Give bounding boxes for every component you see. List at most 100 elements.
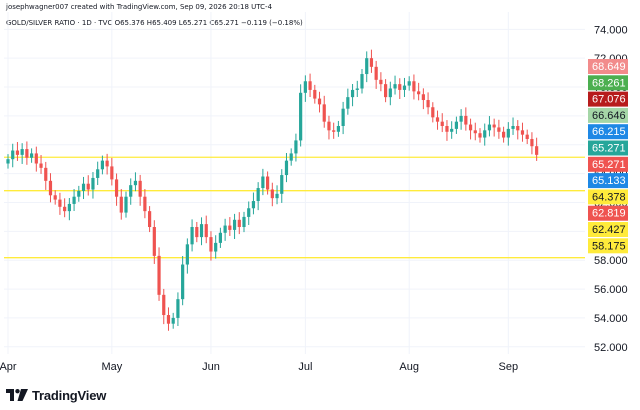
candle-body[interactable] [388, 88, 392, 98]
candle-body[interactable] [346, 97, 350, 109]
candle-body[interactable] [232, 219, 237, 230]
candle-body[interactable] [332, 130, 336, 132]
candle-body[interactable] [138, 180, 142, 197]
candle-body[interactable] [450, 128, 454, 132]
candle-body[interactable] [336, 126, 340, 132]
candle-body[interactable] [261, 176, 265, 189]
candle-body[interactable] [516, 126, 520, 131]
symbol-title[interactable]: GOLD/SILVER RATIO · 1D · TVC [6, 19, 113, 27]
price-label-box[interactable] [588, 124, 628, 140]
candle-body[interactable] [365, 58, 369, 75]
candle-body[interactable] [478, 133, 482, 138]
candle-body[interactable] [502, 131, 506, 138]
candle-body[interactable] [266, 176, 270, 190]
candle-body[interactable] [468, 124, 473, 131]
candle-body[interactable] [440, 121, 444, 126]
candle-body[interactable] [322, 104, 326, 122]
candle-body[interactable] [199, 224, 204, 238]
candle-body[interactable] [327, 121, 331, 131]
candle-body[interactable] [435, 117, 440, 122]
candle-body[interactable] [483, 130, 487, 138]
candle-body[interactable] [303, 81, 307, 93]
candle-body[interactable] [171, 317, 175, 324]
candle-body[interactable] [30, 153, 34, 158]
candle-body[interactable] [445, 126, 449, 132]
candle-body[interactable] [214, 242, 218, 252]
price-label-box[interactable] [588, 91, 628, 107]
candle-body[interactable] [228, 225, 232, 230]
candle-body[interactable] [426, 100, 430, 108]
candle-body[interactable] [384, 84, 388, 98]
candle-body[interactable] [398, 84, 402, 90]
candle-body[interactable] [48, 180, 53, 196]
candle-body[interactable] [341, 108, 345, 126]
candle-body[interactable] [289, 153, 293, 161]
candle-body[interactable] [223, 225, 227, 233]
candle-body[interactable] [393, 84, 397, 89]
price-label-box[interactable] [588, 173, 628, 189]
candle-body[interactable] [15, 150, 20, 155]
candle-body[interactable] [124, 196, 128, 213]
price-label-box[interactable] [588, 59, 628, 74]
candle-body[interactable] [181, 264, 185, 300]
candle-body[interactable] [96, 169, 100, 178]
candle-body[interactable] [421, 94, 425, 101]
candle-body[interactable] [454, 121, 458, 129]
price-label-box[interactable] [588, 189, 628, 205]
candle-body[interactable] [360, 74, 364, 89]
candle-body[interactable] [520, 130, 525, 135]
candle-body[interactable] [299, 92, 303, 141]
candle-body[interactable] [270, 189, 274, 199]
candle-body[interactable] [280, 175, 284, 194]
candle-body[interactable] [166, 315, 171, 324]
candle-body[interactable] [185, 244, 189, 265]
candle-body[interactable] [176, 299, 180, 318]
candle-body[interactable] [110, 166, 114, 180]
candle-body[interactable] [152, 227, 156, 256]
candle-body[interactable] [275, 193, 279, 199]
candle-body[interactable] [464, 115, 468, 125]
candle-body[interactable] [256, 188, 260, 202]
price-label-box[interactable] [588, 156, 628, 172]
candle-body[interactable] [91, 177, 95, 190]
candle-body[interactable] [251, 201, 256, 209]
candle-body[interactable] [11, 150, 15, 160]
candle-body[interactable] [133, 180, 138, 186]
price-label-box[interactable] [588, 107, 628, 123]
candle-body[interactable] [72, 196, 76, 204]
candle-body[interactable] [114, 179, 119, 197]
candle-body[interactable] [44, 167, 48, 181]
candle-body[interactable] [157, 255, 161, 295]
candle-body[interactable] [317, 98, 322, 105]
candle-body[interactable] [58, 199, 62, 207]
price-label-box[interactable] [588, 75, 628, 91]
candle-body[interactable] [525, 134, 529, 139]
candle-body[interactable] [417, 91, 421, 95]
candle-body[interactable] [105, 160, 109, 167]
candle-body[interactable] [374, 66, 378, 80]
candle-body[interactable] [143, 196, 147, 212]
candle-body[interactable] [350, 89, 355, 98]
candle-body[interactable] [81, 183, 86, 191]
candle-body[interactable] [294, 140, 298, 154]
candle-body[interactable] [204, 224, 208, 238]
candle-body[interactable] [25, 149, 29, 158]
tradingview-brand[interactable]: TradingView [6, 386, 106, 404]
candle-body[interactable] [129, 185, 133, 197]
candle-body[interactable] [355, 88, 359, 90]
candle-body[interactable] [402, 85, 407, 90]
candle-body[interactable] [308, 81, 312, 90]
candle-body[interactable] [162, 294, 166, 316]
candle-body[interactable] [86, 183, 90, 190]
candle-body[interactable] [209, 237, 213, 252]
candle-body[interactable] [247, 208, 251, 217]
candle-body[interactable] [195, 227, 199, 238]
candle-body[interactable] [412, 81, 416, 92]
candle-body[interactable] [67, 203, 71, 212]
price-label-box[interactable] [588, 238, 628, 254]
candle-body[interactable] [379, 79, 383, 85]
candle-body[interactable] [506, 128, 510, 138]
candle-body[interactable] [492, 124, 496, 128]
price-label-box[interactable] [588, 222, 628, 237]
candle-body[interactable] [218, 232, 222, 243]
